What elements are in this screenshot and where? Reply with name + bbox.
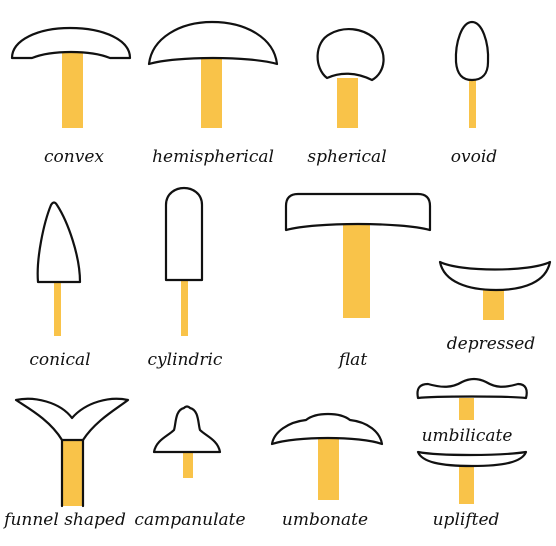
hemispherical-stem [201, 54, 222, 128]
funnel-shaped-mushroom-shape [14, 397, 130, 508]
label-hemispherical: hemispherical [152, 147, 274, 167]
label-flat: flat [338, 350, 368, 370]
convex-stem [62, 44, 83, 128]
umbonate-stem [318, 432, 339, 500]
flat-mushroom-shape [284, 192, 432, 318]
umbilicate-cap [416, 377, 528, 400]
conical-mushroom-shape [36, 201, 82, 336]
hemispherical-cap [147, 20, 279, 66]
spherical-cap [316, 28, 385, 82]
cylindric-cap [164, 186, 204, 282]
depressed-mushroom-shape [438, 260, 552, 320]
depressed-cap [438, 260, 552, 292]
label-campanulate: campanulate [134, 510, 246, 530]
funnel-stem-outline [60, 438, 85, 508]
label-umbonate: umbonate [281, 510, 369, 530]
label-convex: convex [44, 147, 104, 167]
label-conical: conical [29, 350, 91, 370]
convex-cap [10, 26, 132, 60]
umbonate-mushroom-shape [270, 412, 384, 500]
umbilicate-mushroom-shape [416, 377, 528, 420]
convex-mushroom-shape [10, 26, 132, 128]
ovoid-mushroom-shape [454, 20, 490, 128]
label-uplifted: uplifted [432, 510, 500, 530]
depressed-stem [483, 284, 504, 320]
label-umbilicate: umbilicate [421, 426, 513, 446]
campanulate-mushroom-shape [152, 405, 222, 478]
uplifted-stem [459, 462, 474, 504]
flat-stem [343, 216, 370, 318]
uplifted-cap [416, 450, 528, 468]
label-spherical: spherical [307, 147, 387, 167]
funnel-stem [62, 440, 83, 506]
cylindric-stem [181, 278, 188, 336]
label-depressed: depressed [446, 334, 536, 354]
label-ovoid: ovoid [450, 147, 498, 167]
flat-cap [284, 192, 432, 232]
umbonate-cap [270, 412, 384, 446]
funnel-cap [14, 397, 130, 442]
label-funnel-shaped: funnel shaped [4, 510, 126, 530]
campanulate-stem [183, 450, 193, 478]
conical-cap [36, 201, 82, 284]
cylindric-mushroom-shape [164, 186, 204, 336]
uplifted-mushroom-shape [416, 450, 528, 504]
campanulate-cap [152, 405, 222, 454]
hemispherical-mushroom-shape [147, 20, 279, 128]
spherical-mushroom-shape [316, 28, 385, 128]
ovoid-cap [454, 20, 490, 82]
umbilicate-stem [459, 398, 474, 420]
label-cylindric: cylindric [147, 350, 223, 370]
spherical-stem [337, 78, 358, 128]
ovoid-stem [469, 78, 476, 128]
conical-stem [54, 278, 61, 336]
